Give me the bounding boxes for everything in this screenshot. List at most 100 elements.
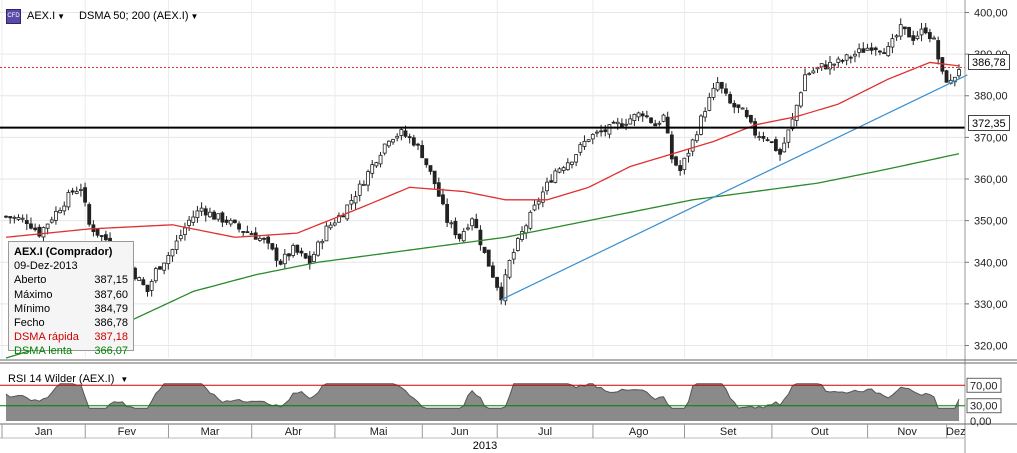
candle-body: [83, 187, 87, 203]
candle: [216, 213, 221, 222]
candle: [166, 251, 171, 270]
tooltip-title: AEX.I (Comprador): [14, 246, 113, 258]
candle-body: [803, 74, 807, 92]
candle-body: [640, 113, 645, 117]
candle-body: [678, 165, 683, 171]
candle: [765, 137, 770, 142]
indicator-selector[interactable]: DSMA 50; 200 (AEX.I) ▼: [79, 10, 198, 22]
candle: [378, 151, 383, 168]
candle: [927, 28, 932, 43]
candle: [595, 129, 599, 137]
candle-body: [923, 27, 928, 34]
instrument-selector[interactable]: AEX.I ▼: [27, 10, 65, 22]
candle-body: [58, 210, 63, 214]
tooltip-row: Aberto 387,15: [14, 273, 128, 287]
candle-body: [882, 52, 886, 54]
candle-body: [857, 48, 862, 53]
candle-body: [915, 35, 920, 39]
candle: [274, 244, 279, 267]
candle-body: [366, 171, 370, 186]
candle-body: [761, 135, 766, 139]
candle: [54, 206, 58, 225]
candle: [890, 33, 895, 54]
candle: [470, 217, 474, 231]
candle: [628, 114, 633, 125]
candle-body: [811, 70, 816, 74]
candle: [266, 234, 271, 250]
candle: [803, 68, 807, 92]
candle-body: [353, 196, 358, 204]
candle-body: [24, 220, 29, 224]
candle: [636, 111, 641, 122]
candle-body: [549, 180, 554, 183]
candle-body: [361, 184, 366, 186]
x-tick-label: Dez: [946, 426, 966, 438]
candle: [590, 133, 595, 145]
tooltip-row: Máximo 387,60: [14, 288, 128, 302]
rsi-indicator-selector[interactable]: RSI 14 Wilder (AEX.I) ▼: [8, 373, 128, 385]
candle: [178, 229, 183, 242]
candle: [357, 180, 362, 202]
candle-body: [495, 276, 499, 288]
candle: [320, 239, 325, 250]
candle: [212, 209, 216, 220]
candle-body: [382, 143, 387, 154]
y-tick-label: 330,00: [974, 299, 1008, 311]
candle: [70, 187, 75, 195]
candle-body: [137, 277, 142, 281]
candle: [312, 251, 316, 263]
candle-body: [320, 240, 325, 244]
candle: [149, 279, 154, 297]
candle-body: [932, 37, 936, 40]
candle-body: [661, 114, 666, 122]
candle-body: [844, 54, 849, 61]
candle: [807, 71, 812, 76]
rsi-tick-label: 30,00: [970, 401, 998, 413]
candle-body: [187, 219, 192, 226]
rsi-level-tag: [966, 398, 1002, 414]
candle: [952, 76, 957, 87]
candle: [432, 170, 437, 189]
candle-body: [287, 253, 291, 257]
candle-body: [599, 130, 604, 133]
tooltip-row: Mínimo 384,79: [14, 302, 128, 316]
chart-toolbar: CFD AEX.I ▼ DSMA 50; 200 (AEX.I) ▼: [6, 7, 198, 25]
candle-body: [49, 219, 54, 223]
cfd-icon[interactable]: CFD: [6, 8, 21, 24]
candle: [262, 236, 266, 244]
candle: [836, 56, 841, 68]
candle: [241, 231, 246, 237]
candle-body: [54, 210, 58, 221]
candle-body: [307, 255, 312, 264]
candle: [382, 143, 387, 156]
candle-body: [416, 143, 420, 146]
x-tick-label: Mar: [201, 426, 220, 438]
candle: [441, 188, 445, 206]
candle: [33, 223, 38, 232]
candle-body: [624, 123, 628, 126]
candle-body: [445, 204, 450, 223]
candle: [565, 158, 570, 171]
candle-body: [690, 139, 695, 152]
candle-body: [99, 235, 104, 237]
candle-body: [832, 63, 837, 66]
candle-body: [865, 47, 870, 51]
candle-body: [686, 152, 691, 157]
candle-body: [582, 140, 587, 147]
y-tick-label: 350,00: [974, 216, 1008, 228]
candle-body: [245, 231, 250, 234]
candle: [902, 26, 907, 35]
candle: [561, 165, 566, 174]
candle-body: [249, 233, 254, 235]
candle: [894, 34, 899, 41]
candle: [644, 110, 649, 119]
candle: [823, 60, 828, 70]
candle: [278, 259, 283, 266]
candle-body: [303, 253, 308, 259]
tooltip-row-value: 387,60: [94, 288, 128, 301]
candle-body: [665, 116, 670, 134]
x-tick-label: Mai: [370, 426, 388, 438]
candle: [786, 129, 791, 149]
candle: [457, 233, 462, 242]
